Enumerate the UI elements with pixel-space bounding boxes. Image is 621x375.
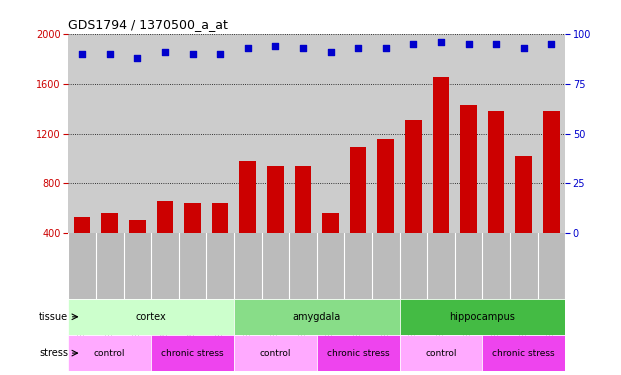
Point xyxy=(188,51,197,57)
Bar xyxy=(515,156,532,233)
Bar xyxy=(378,138,394,233)
Text: control: control xyxy=(425,349,456,358)
Point xyxy=(298,45,308,51)
Point xyxy=(381,45,391,51)
Bar xyxy=(322,213,339,233)
Text: hippocampus: hippocampus xyxy=(450,312,515,322)
Point xyxy=(325,49,335,55)
Point xyxy=(409,41,419,47)
Bar xyxy=(350,147,366,233)
Point xyxy=(463,41,473,47)
Bar xyxy=(184,203,201,233)
Bar xyxy=(240,161,256,233)
Text: chronic stress: chronic stress xyxy=(492,349,555,358)
Bar xyxy=(101,213,118,233)
Bar xyxy=(212,203,229,233)
Bar xyxy=(399,335,483,371)
Text: control: control xyxy=(94,349,125,358)
Bar xyxy=(405,120,422,233)
Bar xyxy=(234,298,399,335)
Point xyxy=(436,39,446,45)
Bar xyxy=(433,77,449,233)
Bar xyxy=(129,220,145,233)
Bar xyxy=(68,335,151,371)
Text: GDS1794 / 1370500_a_at: GDS1794 / 1370500_a_at xyxy=(68,18,228,31)
Text: control: control xyxy=(260,349,291,358)
Bar xyxy=(74,217,91,233)
Bar xyxy=(543,111,560,233)
Bar xyxy=(294,166,311,233)
Point xyxy=(491,41,501,47)
Bar xyxy=(460,105,477,233)
Text: amygdala: amygdala xyxy=(292,312,341,322)
Point xyxy=(160,49,170,55)
Text: chronic stress: chronic stress xyxy=(161,349,224,358)
Point xyxy=(105,51,115,57)
Point xyxy=(270,43,280,49)
Point xyxy=(215,51,225,57)
Text: tissue: tissue xyxy=(39,312,68,322)
Point xyxy=(546,41,556,47)
Point xyxy=(353,45,363,51)
Point xyxy=(519,45,528,51)
Bar xyxy=(151,335,234,371)
Text: stress: stress xyxy=(39,348,68,358)
Point xyxy=(243,45,253,51)
Bar xyxy=(68,298,234,335)
Bar xyxy=(156,201,173,233)
Bar xyxy=(317,335,399,371)
Text: chronic stress: chronic stress xyxy=(327,349,389,358)
Bar xyxy=(267,166,284,233)
Point xyxy=(132,55,142,61)
Bar xyxy=(234,335,317,371)
Text: cortex: cortex xyxy=(136,312,166,322)
Bar xyxy=(483,335,565,371)
Bar xyxy=(399,298,565,335)
Bar xyxy=(488,111,504,233)
Point xyxy=(77,51,87,57)
